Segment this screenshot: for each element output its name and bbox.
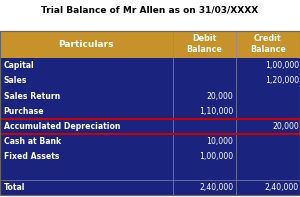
Text: Total: Total — [4, 183, 25, 192]
Text: Capital: Capital — [4, 61, 34, 70]
Text: 1,00,000: 1,00,000 — [199, 152, 233, 162]
Text: Accumulated Depreciation: Accumulated Depreciation — [4, 122, 120, 131]
Text: Credit
Balance: Credit Balance — [250, 34, 286, 54]
Text: Sales: Sales — [4, 76, 27, 85]
Bar — [0, 119, 300, 134]
Text: Trial Balance of Mr Allen as on 31/03/XXXX: Trial Balance of Mr Allen as on 31/03/XX… — [41, 6, 259, 15]
Text: Sales Return: Sales Return — [4, 92, 60, 101]
Text: 2,40,000: 2,40,000 — [265, 183, 299, 192]
FancyBboxPatch shape — [0, 31, 300, 195]
Text: 2,40,000: 2,40,000 — [199, 183, 233, 192]
Text: Purchase: Purchase — [4, 107, 44, 116]
Text: 1,00,000: 1,00,000 — [265, 61, 299, 70]
Text: Cash at Bank: Cash at Bank — [4, 137, 61, 146]
Text: 10,000: 10,000 — [206, 137, 233, 146]
Text: Fixed Assets: Fixed Assets — [4, 152, 59, 162]
Text: 20,000: 20,000 — [272, 122, 299, 131]
Text: Particulars: Particulars — [58, 40, 114, 49]
Text: Debit
Balance: Debit Balance — [186, 34, 222, 54]
Bar — [0, 31, 300, 195]
Text: 1,20,000: 1,20,000 — [265, 76, 299, 85]
Text: 20,000: 20,000 — [206, 92, 233, 101]
Text: 1,10,000: 1,10,000 — [199, 107, 233, 116]
FancyBboxPatch shape — [0, 31, 300, 58]
